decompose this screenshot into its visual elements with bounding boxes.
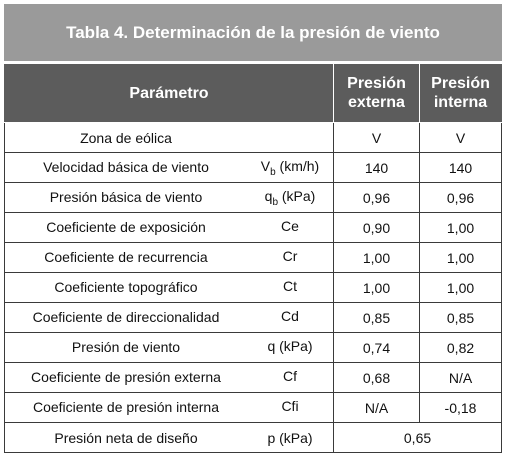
value-externa: 0,74 — [333, 332, 420, 363]
symbol-subscript: b — [270, 166, 276, 178]
value-interna: 1,00 — [418, 242, 503, 273]
header-interna-line1: Presión — [431, 75, 490, 92]
header-parametro: Parámetro — [4, 62, 334, 123]
table-row: Coeficiente de direccionalidad Cd 0,85 0,85 — [4, 302, 503, 333]
param-cell: Presión básica de viento qb (kPa) — [4, 182, 334, 213]
value-interna: 1,00 — [418, 272, 503, 303]
header-presion-externa: Presión externa — [333, 62, 420, 123]
param-cell: Coeficiente topográfico Ct — [4, 272, 334, 303]
table-row: Velocidad básica de viento Vb (km/h) 140 14… — [4, 152, 503, 183]
symbol-unit: (km/h) — [275, 157, 320, 174]
value-externa: 0,85 — [333, 302, 420, 333]
param-cell: Coeficiente de recurrencia Cr — [4, 242, 334, 273]
param-name: Presión básica de viento — [49, 189, 203, 206]
param-name: Coeficiente de direccionalidad — [32, 309, 220, 326]
value-interna: V — [418, 122, 503, 153]
param-name: Coeficiente de exposición — [46, 219, 206, 236]
symbol-main: Cf — [283, 367, 297, 384]
wind-pressure-table: Tabla 4. Determinación de la presión de … — [3, 4, 503, 453]
value-externa: 0,90 — [333, 212, 420, 243]
header-presion-interna: Presión interna — [418, 62, 503, 123]
value-interna: 1,00 — [418, 212, 503, 243]
param-cell: Coeficiente de exposición Ce — [4, 212, 334, 243]
value-externa: 1,00 — [333, 272, 420, 303]
symbol-main: Ct — [283, 277, 297, 294]
param-symbol: q (kPa) — [247, 338, 333, 358]
table-row: Zona de eólica V V — [4, 122, 503, 153]
table-row: Presión de viento q (kPa) 0,74 0,82 — [4, 332, 503, 363]
value-externa: N/A — [333, 392, 420, 423]
param-cell: Presión de viento q (kPa) — [4, 332, 334, 363]
value-externa: 0,68 — [333, 362, 420, 393]
table-row: Presión básica de viento qb (kPa) 0,96 0,96 — [4, 182, 503, 213]
table-row: Coeficiente de exposición Ce 0,90 1,00 — [4, 212, 503, 243]
table-row-final: Presión neta de diseño p (kPa) 0,65 — [4, 422, 503, 453]
value-interna: -0,18 — [418, 392, 503, 423]
param-symbol: qb (kPa) — [247, 188, 333, 208]
symbol-main: Cr — [282, 247, 298, 264]
param-symbol: Ct — [247, 278, 333, 298]
table-row: Coeficiente de presión externa Cf 0,68 N/A — [4, 362, 503, 393]
value-interna: 140 — [418, 152, 503, 183]
param-symbol: Cd — [247, 308, 333, 328]
param-name: Presión neta de diseño — [54, 429, 198, 446]
header-externa-line2: externa — [348, 94, 405, 111]
table-row: Coeficiente topográfico Ct 1,00 1,00 — [4, 272, 503, 303]
param-symbol: Cf — [247, 368, 333, 388]
header-interna-line2: interna — [433, 94, 488, 111]
param-cell: Coeficiente de presión externa Cf — [4, 362, 334, 393]
param-symbol: Cr — [247, 248, 333, 268]
value-externa: V — [333, 122, 420, 153]
param-name: Coeficiente de presión interna — [32, 399, 219, 416]
param-name: Zona de eólica — [80, 129, 172, 146]
value-neta: 0,65 — [332, 422, 503, 453]
table-row: Coeficiente de recurrencia Cr 1,00 1,00 — [4, 242, 503, 273]
symbol-main: Cfi — [281, 397, 299, 414]
param-symbol: Vb (km/h) — [247, 158, 333, 178]
param-name: Coeficiente de recurrencia — [44, 249, 208, 266]
symbol-unit: (kPa) — [278, 187, 316, 204]
header-externa-line1: Presión — [347, 75, 406, 92]
param-cell: Coeficiente de direccionalidad Cd — [4, 302, 334, 333]
param-cell: Zona de eólica — [4, 122, 334, 153]
param-name: Velocidad básica de viento — [43, 159, 209, 176]
value-externa: 140 — [333, 152, 420, 183]
table-container: Tabla 4. Determinación de la presión de … — [3, 4, 503, 453]
value-interna: N/A — [418, 362, 503, 393]
param-name: Coeficiente topográfico — [54, 279, 198, 296]
symbol-main: q (kPa) — [267, 337, 313, 354]
table-title: Tabla 4. Determinación de la presión de … — [3, 4, 503, 64]
value-externa: 1,00 — [333, 242, 420, 273]
param-cell: Velocidad básica de viento Vb (km/h) — [4, 152, 334, 183]
param-name: Coeficiente de presión externa — [31, 369, 221, 386]
symbol-main: V — [260, 157, 271, 174]
param-cell: Coeficiente de presión interna Cfi — [4, 392, 334, 423]
param-symbol: Ce — [247, 218, 333, 238]
value-interna: 0,96 — [418, 182, 503, 213]
symbol-subscript: b — [272, 196, 278, 208]
param-symbol: Cfi — [247, 398, 333, 418]
value-interna: 0,82 — [418, 332, 503, 363]
param-name: Presión de viento — [71, 339, 181, 356]
symbol-main: Cd — [281, 307, 299, 324]
symbol-main: Ce — [281, 217, 299, 234]
symbol-main: q — [264, 187, 273, 204]
param-symbol: p (kPa) — [267, 429, 313, 446]
value-externa: 0,96 — [333, 182, 420, 213]
value-interna: 0,85 — [418, 302, 503, 333]
table-row: Coeficiente de presión interna Cfi N/A -0,1… — [4, 392, 503, 423]
param-cell: Presión neta de diseño p (kPa) — [4, 422, 334, 453]
